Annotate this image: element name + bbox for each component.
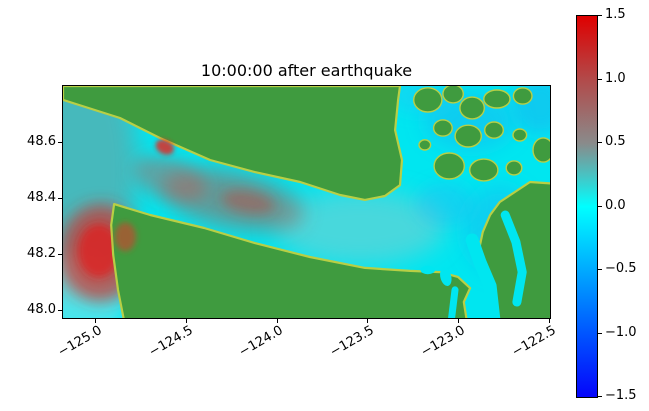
y-tick-label: 48.0: [27, 301, 56, 317]
x-tick-mark: [95, 319, 96, 323]
colorbar-tick-label: −0.5: [605, 261, 637, 276]
x-tick-mark: [185, 319, 187, 323]
y-tick-label: 48.4: [27, 189, 56, 205]
x-tick-label: −125.0: [55, 323, 105, 361]
y-tick-mark: [58, 309, 62, 311]
x-tick-label: −124.0: [236, 323, 286, 361]
colorbar-tick-mark: [598, 142, 602, 143]
colorbar-tick-mark: [598, 205, 602, 207]
y-tick-mark: [58, 142, 62, 143]
y-tick-label: 48.2: [27, 245, 56, 261]
x-tick-mark: [276, 319, 278, 323]
colorbar-tick-label: 0.5: [605, 134, 626, 149]
colorbar-tick-label: 1.5: [605, 7, 626, 22]
colorbar-gradient: [577, 16, 597, 397]
colorbar-tick-mark: [598, 15, 602, 16]
colorbar-tick-mark: [598, 396, 602, 397]
colorbar-tick-mark: [598, 269, 602, 270]
x-tick-mark: [548, 319, 550, 323]
colorbar-tick-label: −1.0: [605, 324, 637, 340]
x-tick-label: −123.5: [327, 323, 377, 361]
plot-area: [62, 85, 551, 319]
colorbar: [576, 15, 598, 398]
x-tick-mark: [367, 319, 369, 323]
colorbar-tick-mark: [598, 78, 602, 80]
x-tick-label: −124.5: [146, 323, 196, 361]
colorbar-tick-label: 0.0: [605, 197, 626, 213]
colorbar-tick-label: 1.0: [605, 70, 626, 86]
colorbar-tick-mark: [598, 332, 602, 334]
y-tick-mark: [58, 253, 62, 255]
y-tick-label: 48.6: [27, 134, 56, 149]
plot-title: 10:00:00 after earthquake: [200, 61, 413, 80]
x-tick-label: −122.5: [509, 323, 559, 361]
x-tick-mark: [458, 319, 460, 323]
map-heatmap: [63, 86, 550, 318]
colorbar-tick-label: −1.5: [605, 388, 637, 403]
x-tick-label: −123.0: [418, 323, 468, 361]
y-tick-mark: [58, 197, 62, 199]
